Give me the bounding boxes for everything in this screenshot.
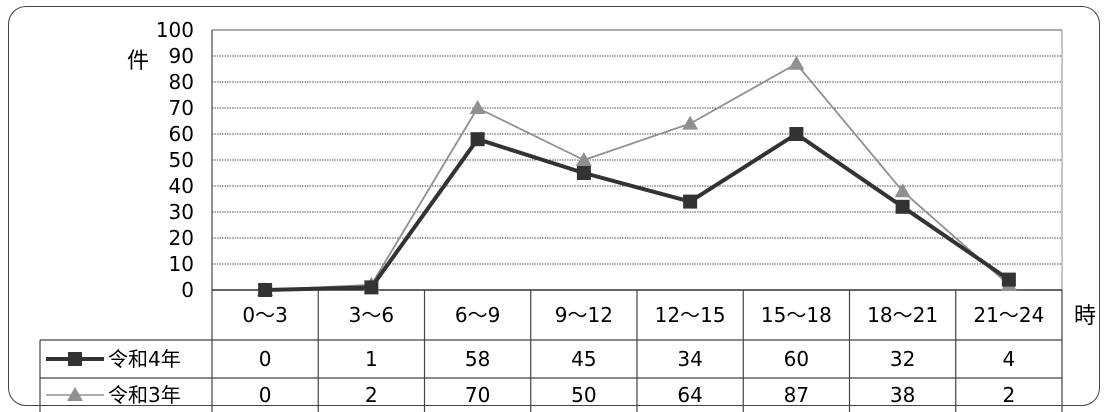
data-table: 0～3 3～6 6～9 9～12 12～15 15～18 18～21 21～24 令和4年 0 1 5…: [39, 290, 1063, 412]
table-value-cell: 0: [259, 347, 272, 371]
table-value-cell: 2: [365, 383, 378, 407]
data-point-square: [1001, 272, 1016, 287]
table-value-cell: 45: [571, 347, 596, 371]
x-tick-label: 21～24: [973, 303, 1044, 327]
data-point-square: [470, 132, 485, 147]
legend-triangle-marker: [67, 387, 83, 401]
y-tick-label: 0: [181, 278, 194, 302]
y-axis-label: 件: [127, 49, 149, 74]
table-value-cell: 4: [1003, 347, 1016, 371]
series-line: [265, 132, 1011, 292]
y-tick-label: 20: [169, 226, 194, 250]
y-tick-label: 100: [156, 18, 194, 42]
x-axis-label: 時: [1074, 304, 1096, 329]
table-value-cell: 38: [890, 383, 915, 407]
data-point-square: [683, 194, 698, 209]
y-tick-label: 10: [169, 252, 194, 276]
legend-series-name: 令和4年: [108, 347, 181, 371]
x-tick-label: 0～3: [242, 303, 287, 327]
y-tick-label: 40: [169, 174, 194, 198]
legend-square-marker: [68, 352, 82, 366]
y-tick-label: 60: [169, 122, 194, 146]
table-value-cell: 60: [784, 347, 809, 371]
x-tick-label: 9～12: [555, 303, 613, 327]
table-value-cell: 64: [677, 383, 702, 407]
chart-frame: [8, 6, 1100, 406]
y-tick-label: 90: [169, 44, 194, 68]
y-tick-label: 80: [169, 70, 194, 94]
data-point-triangle: [894, 183, 911, 198]
data-point-square: [258, 283, 273, 297]
table-value-cell: 2: [1003, 383, 1016, 407]
legend-series-name: 令和3年: [108, 383, 181, 407]
x-tick-label: 12～15: [655, 303, 726, 327]
data-point-square: [364, 280, 379, 295]
data-point-square: [895, 199, 910, 214]
table-value-cell: 70: [465, 383, 490, 407]
table-value-cell: 1: [365, 347, 378, 371]
y-tick-label: 70: [169, 96, 194, 120]
data-point-triangle: [575, 152, 592, 166]
data-point-triangle: [469, 100, 486, 114]
table-value-cell: 34: [677, 347, 702, 371]
y-tick-label: 50: [169, 148, 194, 172]
series-lines: [257, 55, 1017, 297]
grid-lines: [212, 29, 1062, 265]
data-point-triangle: [788, 55, 805, 70]
y-tick-label: 30: [169, 200, 194, 224]
x-tick-label: 15～18: [761, 303, 832, 327]
x-tick-label: 6～9: [455, 303, 500, 327]
table-value-cell: 32: [890, 347, 915, 371]
x-tick-label: 18～21: [867, 303, 938, 327]
data-point-square: [576, 166, 591, 180]
x-tick-label: 3～6: [349, 303, 394, 327]
series-line: [265, 62, 1010, 291]
table-value-cell: 58: [465, 347, 490, 371]
table-value-cell: 50: [571, 383, 596, 407]
table-value-cell: 87: [784, 383, 809, 407]
data-point-square: [789, 127, 804, 141]
data-point-triangle: [682, 115, 699, 130]
table-value-cell: 0: [259, 383, 272, 407]
